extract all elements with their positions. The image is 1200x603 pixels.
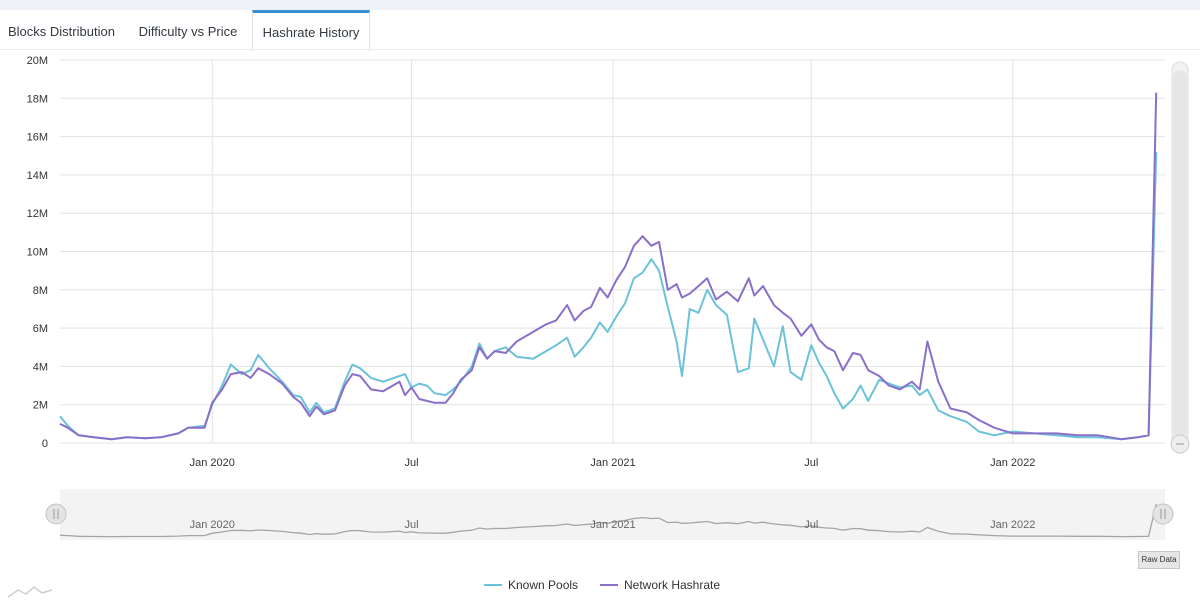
- y-tick-label: 4M: [33, 361, 48, 373]
- navigator-tick-label: Jul: [804, 519, 818, 531]
- tab-divider: [0, 49, 1200, 50]
- vertical-scrollbar[interactable]: [1170, 61, 1190, 454]
- y-tick-label: 20M: [27, 55, 48, 67]
- logo-icon: [7, 586, 53, 598]
- y-tick-label: 6M: [33, 323, 48, 335]
- y-tick-label: 0: [42, 438, 48, 450]
- legend: Known Pools Network Hashrate: [484, 578, 720, 592]
- x-tick-label: Jan 2021: [590, 457, 635, 469]
- scrollbar-thumb[interactable]: [1173, 70, 1187, 440]
- mini-chart-logo: [7, 586, 53, 598]
- navigator-tick-label: Jan 2022: [990, 519, 1035, 531]
- tab-bar: Blocks Distribution Difficulty vs Price …: [0, 10, 1200, 51]
- navigator-background[interactable]: [60, 489, 1165, 540]
- y-tick-label: 12M: [27, 208, 48, 220]
- tab-difficulty-vs-price[interactable]: Difficulty vs Price: [138, 24, 238, 39]
- navigator-tick-label: Jan 2021: [590, 519, 635, 531]
- x-tick-label: Jul: [405, 457, 419, 469]
- y-tick-label: 10M: [27, 247, 48, 259]
- raw-data-button[interactable]: Raw Data: [1138, 551, 1180, 569]
- x-tick-label: Jan 2022: [990, 457, 1035, 469]
- network-hashrate-line: [59, 92, 1158, 441]
- legend-label: Known Pools: [508, 578, 578, 592]
- top-bar: [0, 0, 1200, 10]
- y-tick-label: 16M: [27, 132, 48, 144]
- y-axis: 0 2M 4M 6M 8M 10M 12M 14M 16M 18M 20M: [27, 55, 48, 450]
- known-pools-line: [59, 151, 1158, 441]
- legend-item-known-pools[interactable]: Known Pools: [484, 578, 578, 592]
- navigator[interactable]: Jan 2020 Jul Jan 2021 Jul Jan 2022: [45, 489, 1174, 540]
- tab-hashrate-history[interactable]: Hashrate History: [252, 10, 370, 51]
- x-tick-label: Jan 2020: [190, 457, 235, 469]
- navigator-series: [59, 503, 1157, 538]
- grid: [60, 59, 1165, 444]
- legend-item-network-hashrate[interactable]: Network Hashrate: [600, 578, 720, 592]
- y-tick-label: 2M: [33, 400, 48, 412]
- y-tick-label: 18M: [27, 93, 48, 105]
- y-tick-label: 8M: [33, 285, 48, 297]
- navigator-tick-label: Jul: [405, 519, 419, 531]
- legend-label: Network Hashrate: [624, 578, 720, 592]
- series-group: [59, 92, 1158, 441]
- navigator-tick-label: Jan 2020: [190, 519, 235, 531]
- y-tick-label: 14M: [27, 170, 48, 182]
- x-axis: Jan 2020 Jul Jan 2021 Jul Jan 2022: [190, 457, 1036, 469]
- navigator-right-handle[interactable]: [1152, 503, 1174, 525]
- x-tick-label: Jul: [804, 457, 818, 469]
- navigator-left-handle[interactable]: [45, 503, 67, 525]
- tab-blocks-distribution[interactable]: Blocks Distribution: [8, 24, 115, 39]
